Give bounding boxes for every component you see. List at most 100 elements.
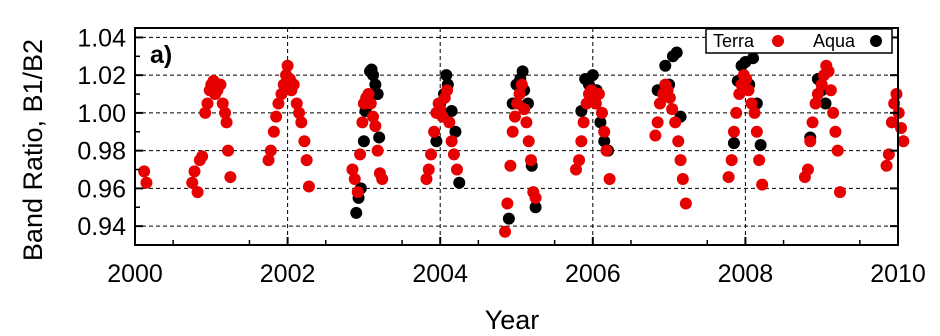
x-axis-title: Year xyxy=(485,305,540,335)
aqua-point xyxy=(445,105,458,118)
terra-point xyxy=(649,129,662,142)
terra-point xyxy=(598,125,611,138)
terra-point xyxy=(420,172,433,185)
terra-point xyxy=(885,116,898,129)
aqua-point xyxy=(430,135,443,148)
terra-point xyxy=(750,125,763,138)
terra-point xyxy=(811,88,824,101)
terra-point xyxy=(140,176,153,189)
aqua-point xyxy=(516,65,529,78)
terra-point xyxy=(733,88,746,101)
terra-point xyxy=(300,154,313,167)
terra-point xyxy=(354,148,367,161)
y-tick-label: 1.00 xyxy=(77,100,126,128)
terra-point xyxy=(224,171,237,184)
x-tick-label: 2000 xyxy=(107,260,163,288)
y-tick-label: 1.04 xyxy=(77,24,126,52)
terra-point xyxy=(815,78,828,91)
terra-point xyxy=(745,97,758,110)
terra-point xyxy=(676,172,689,185)
terra-point xyxy=(264,144,277,157)
terra-point xyxy=(573,154,586,167)
terra-point xyxy=(897,135,910,148)
terra-point xyxy=(653,97,666,110)
terra-point xyxy=(806,116,819,129)
legend-label-terra: Terra xyxy=(713,31,755,51)
terra-point xyxy=(267,125,280,138)
terra-point xyxy=(504,159,517,172)
terra-point xyxy=(348,172,361,185)
terra-point xyxy=(679,197,692,210)
terra-point xyxy=(880,159,893,172)
terra-point xyxy=(216,97,229,110)
terra-point xyxy=(577,116,590,129)
terra-point xyxy=(827,106,840,119)
terra-point xyxy=(603,172,616,185)
legend: Terra Aqua xyxy=(705,28,893,54)
terra-point xyxy=(506,125,519,138)
terra-point xyxy=(529,191,542,204)
terra-point xyxy=(219,106,232,119)
terra-point xyxy=(595,106,608,119)
terra-point xyxy=(298,135,311,148)
x-tick-label: 2002 xyxy=(260,260,316,288)
terra-point xyxy=(663,91,676,104)
aqua-point xyxy=(449,125,462,138)
terra-point xyxy=(450,163,463,176)
y-axis-title: Band Ratio, B1/B2 xyxy=(18,39,48,261)
terra-point xyxy=(513,88,526,101)
aqua-point xyxy=(659,59,672,72)
terra-point xyxy=(753,154,766,167)
terra-point xyxy=(272,97,285,110)
aqua-point xyxy=(598,135,611,148)
y-tick-label: 0.98 xyxy=(77,138,126,166)
terra-point xyxy=(186,176,199,189)
terra-point xyxy=(367,110,380,123)
terra-point xyxy=(524,154,537,167)
terra-point xyxy=(196,150,209,163)
y-tick-label: 0.96 xyxy=(77,175,126,203)
x-tick-label: 2010 xyxy=(870,260,926,288)
x-tick-label: 2004 xyxy=(412,260,468,288)
terra-point xyxy=(722,171,735,184)
axis-ticks xyxy=(134,36,899,245)
terra-point xyxy=(281,59,294,72)
terra-point xyxy=(666,103,679,116)
terra-point xyxy=(589,97,602,110)
terra-point xyxy=(214,78,227,91)
legend-marker-aqua xyxy=(870,35,882,47)
terra-point xyxy=(290,97,303,110)
terra-point xyxy=(199,106,212,119)
terra-point xyxy=(515,78,528,91)
terra-point xyxy=(600,144,613,157)
terra-point xyxy=(727,125,740,138)
aqua-point xyxy=(453,176,466,189)
aqua-point xyxy=(371,88,384,101)
terra-point xyxy=(222,144,235,157)
panel-label: a) xyxy=(150,41,172,69)
terra-point xyxy=(270,110,283,123)
terra-point xyxy=(742,84,755,97)
terra-point xyxy=(220,116,233,129)
y-tick-label: 1.02 xyxy=(77,62,126,90)
terra-point xyxy=(508,110,521,123)
terra-point xyxy=(824,84,837,97)
terra-point xyxy=(570,163,583,176)
terra-point xyxy=(756,178,769,191)
terra-point xyxy=(804,135,817,148)
terra-point xyxy=(831,144,844,157)
terra-point xyxy=(672,135,685,148)
terra-point xyxy=(441,84,454,97)
aqua-point xyxy=(369,78,382,91)
aqua-point xyxy=(367,69,380,82)
terra-point xyxy=(302,180,315,193)
x-tick-label: 2008 xyxy=(718,260,774,288)
terra-point xyxy=(275,88,288,101)
terra-point xyxy=(834,186,847,199)
aqua-point xyxy=(727,137,740,150)
aqua-point xyxy=(373,131,386,144)
terra-point xyxy=(201,97,214,110)
aqua-point xyxy=(754,138,767,151)
y-tick-label: 0.94 xyxy=(77,213,126,241)
